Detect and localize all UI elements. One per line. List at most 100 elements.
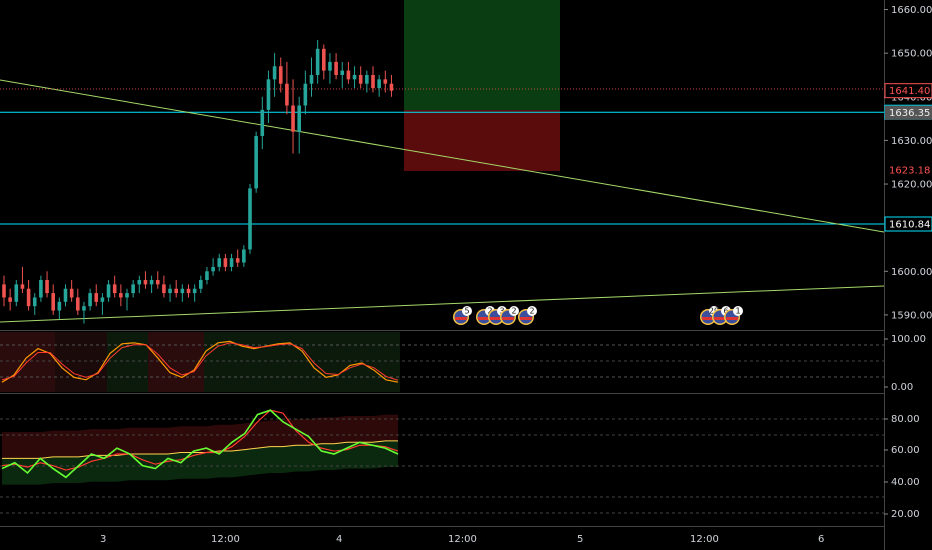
- event-count-badge: [527, 306, 537, 316]
- candle-body[interactable]: [180, 288, 185, 294]
- candle-body[interactable]: [334, 61, 338, 75]
- event-flag-stripe: [714, 317, 726, 320]
- candle-body[interactable]: [125, 293, 129, 298]
- candle-body[interactable]: [149, 280, 154, 285]
- candle-body[interactable]: [94, 293, 99, 302]
- candle-body[interactable]: [26, 288, 31, 307]
- rsi-axis: 80.00 60.00 40.00 20.00: [884, 414, 920, 520]
- price-tag-label: 1636.35: [889, 108, 930, 119]
- candle-body[interactable]: [69, 288, 74, 298]
- candle-body[interactable]: [57, 301, 62, 311]
- candle-body[interactable]: [20, 284, 25, 289]
- candle-body[interactable]: [291, 105, 295, 132]
- band-lower-fill: [2, 440, 398, 485]
- time-label-noon-1: 12:00: [211, 534, 240, 545]
- candle-body[interactable]: [205, 271, 209, 281]
- candle-body[interactable]: [352, 74, 357, 80]
- candle-body[interactable]: [377, 79, 381, 89]
- event-flag-stripe: [520, 317, 532, 320]
- band-upper-fill: [2, 414, 398, 459]
- rsi-panel[interactable]: [0, 409, 884, 514]
- candle-body[interactable]: [168, 288, 172, 294]
- candle-body[interactable]: [248, 188, 252, 250]
- candle-body[interactable]: [32, 297, 37, 307]
- candle-body[interactable]: [137, 280, 142, 285]
- candle-body[interactable]: [303, 83, 308, 106]
- candle-body[interactable]: [235, 258, 240, 263]
- up-trend-line[interactable]: [0, 285, 885, 323]
- candle-body[interactable]: [297, 105, 301, 132]
- candle-body[interactable]: [162, 284, 166, 294]
- candle-body[interactable]: [119, 293, 123, 298]
- candle-body[interactable]: [315, 48, 320, 75]
- candle-body[interactable]: [155, 280, 160, 285]
- candle-body[interactable]: [82, 306, 86, 311]
- candle-body[interactable]: [192, 288, 197, 294]
- candle-body[interactable]: [63, 288, 68, 302]
- oscillator-red-zone: [148, 332, 204, 392]
- price-tag-box: [884, 83, 932, 99]
- candle-body[interactable]: [14, 284, 19, 302]
- candle-body[interactable]: [272, 66, 277, 80]
- candle-body[interactable]: [223, 258, 228, 267]
- candle-body[interactable]: [51, 293, 55, 311]
- price-tag-label: 1641.40: [889, 86, 930, 97]
- rsi-tick-60: 60.00: [891, 445, 920, 456]
- event-count-label: 3: [499, 307, 504, 316]
- candle-body[interactable]: [346, 70, 351, 80]
- candle-body[interactable]: [278, 66, 283, 84]
- candle-body[interactable]: [217, 258, 222, 267]
- time-label-4: 4: [336, 534, 342, 545]
- candle-body[interactable]: [389, 83, 394, 91]
- target-zone[interactable]: [404, 0, 560, 110]
- candle-body[interactable]: [266, 79, 271, 110]
- time-label-5: 5: [577, 534, 583, 545]
- candle-body[interactable]: [39, 280, 43, 298]
- candle-body[interactable]: [285, 83, 289, 106]
- candle-body[interactable]: [242, 249, 246, 263]
- time-axis[interactable]: 3 12:00 4 12:00 5 12:00 6: [100, 534, 824, 545]
- event-count-badge: [462, 306, 472, 316]
- candle-body[interactable]: [106, 284, 111, 298]
- candle-body[interactable]: [174, 288, 178, 294]
- candle-body[interactable]: [365, 74, 369, 84]
- candle-body[interactable]: [211, 266, 215, 272]
- candle-body[interactable]: [371, 74, 375, 89]
- candle-body[interactable]: [229, 258, 234, 267]
- candle-body[interactable]: [260, 109, 265, 137]
- candle-body[interactable]: [112, 284, 117, 294]
- time-label-6: 6: [818, 534, 824, 545]
- candle-body[interactable]: [76, 297, 80, 311]
- oscillator-k-line: [1, 340, 399, 383]
- candle-body[interactable]: [328, 61, 332, 71]
- horizontal-lines[interactable]: [0, 111, 884, 225]
- candle-body[interactable]: [45, 280, 49, 294]
- candles[interactable]: [2, 40, 394, 324]
- event-markers[interactable]: 5 2 3 2 2 29 6 1: [453, 306, 743, 325]
- candle-body[interactable]: [358, 74, 363, 84]
- down-trend-line[interactable]: [0, 79, 885, 233]
- candle-body[interactable]: [2, 284, 6, 298]
- stop-zone[interactable]: [404, 110, 560, 171]
- price-tag-box: [885, 163, 932, 178]
- rsi-tick-40: 40.00: [891, 477, 920, 488]
- candle-body[interactable]: [383, 79, 388, 84]
- price-tick-label: 1630.00: [891, 136, 932, 147]
- event-count-label: 2: [511, 307, 516, 316]
- candle-body[interactable]: [131, 284, 135, 294]
- event-flag-stripe: [726, 317, 738, 320]
- candle-body[interactable]: [309, 74, 314, 84]
- event-count-label: 29: [709, 307, 719, 316]
- candle-body[interactable]: [143, 280, 148, 285]
- oscillator-panel[interactable]: [0, 332, 884, 392]
- candle-body[interactable]: [340, 70, 345, 75]
- candle-body[interactable]: [8, 297, 12, 302]
- time-label-noon-2: 12:00: [448, 534, 477, 545]
- candle-body[interactable]: [254, 136, 258, 189]
- candle-body[interactable]: [88, 293, 92, 307]
- candle-body[interactable]: [199, 280, 203, 289]
- candle-body[interactable]: [186, 288, 191, 294]
- candle-body[interactable]: [100, 297, 105, 302]
- candle-body[interactable]: [322, 48, 326, 71]
